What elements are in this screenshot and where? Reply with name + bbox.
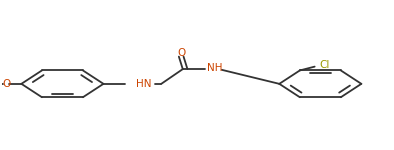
Text: O: O xyxy=(177,48,185,58)
Text: Cl: Cl xyxy=(320,60,330,70)
Text: NH: NH xyxy=(207,63,223,73)
Text: HN: HN xyxy=(136,79,151,89)
Text: O: O xyxy=(2,79,11,89)
